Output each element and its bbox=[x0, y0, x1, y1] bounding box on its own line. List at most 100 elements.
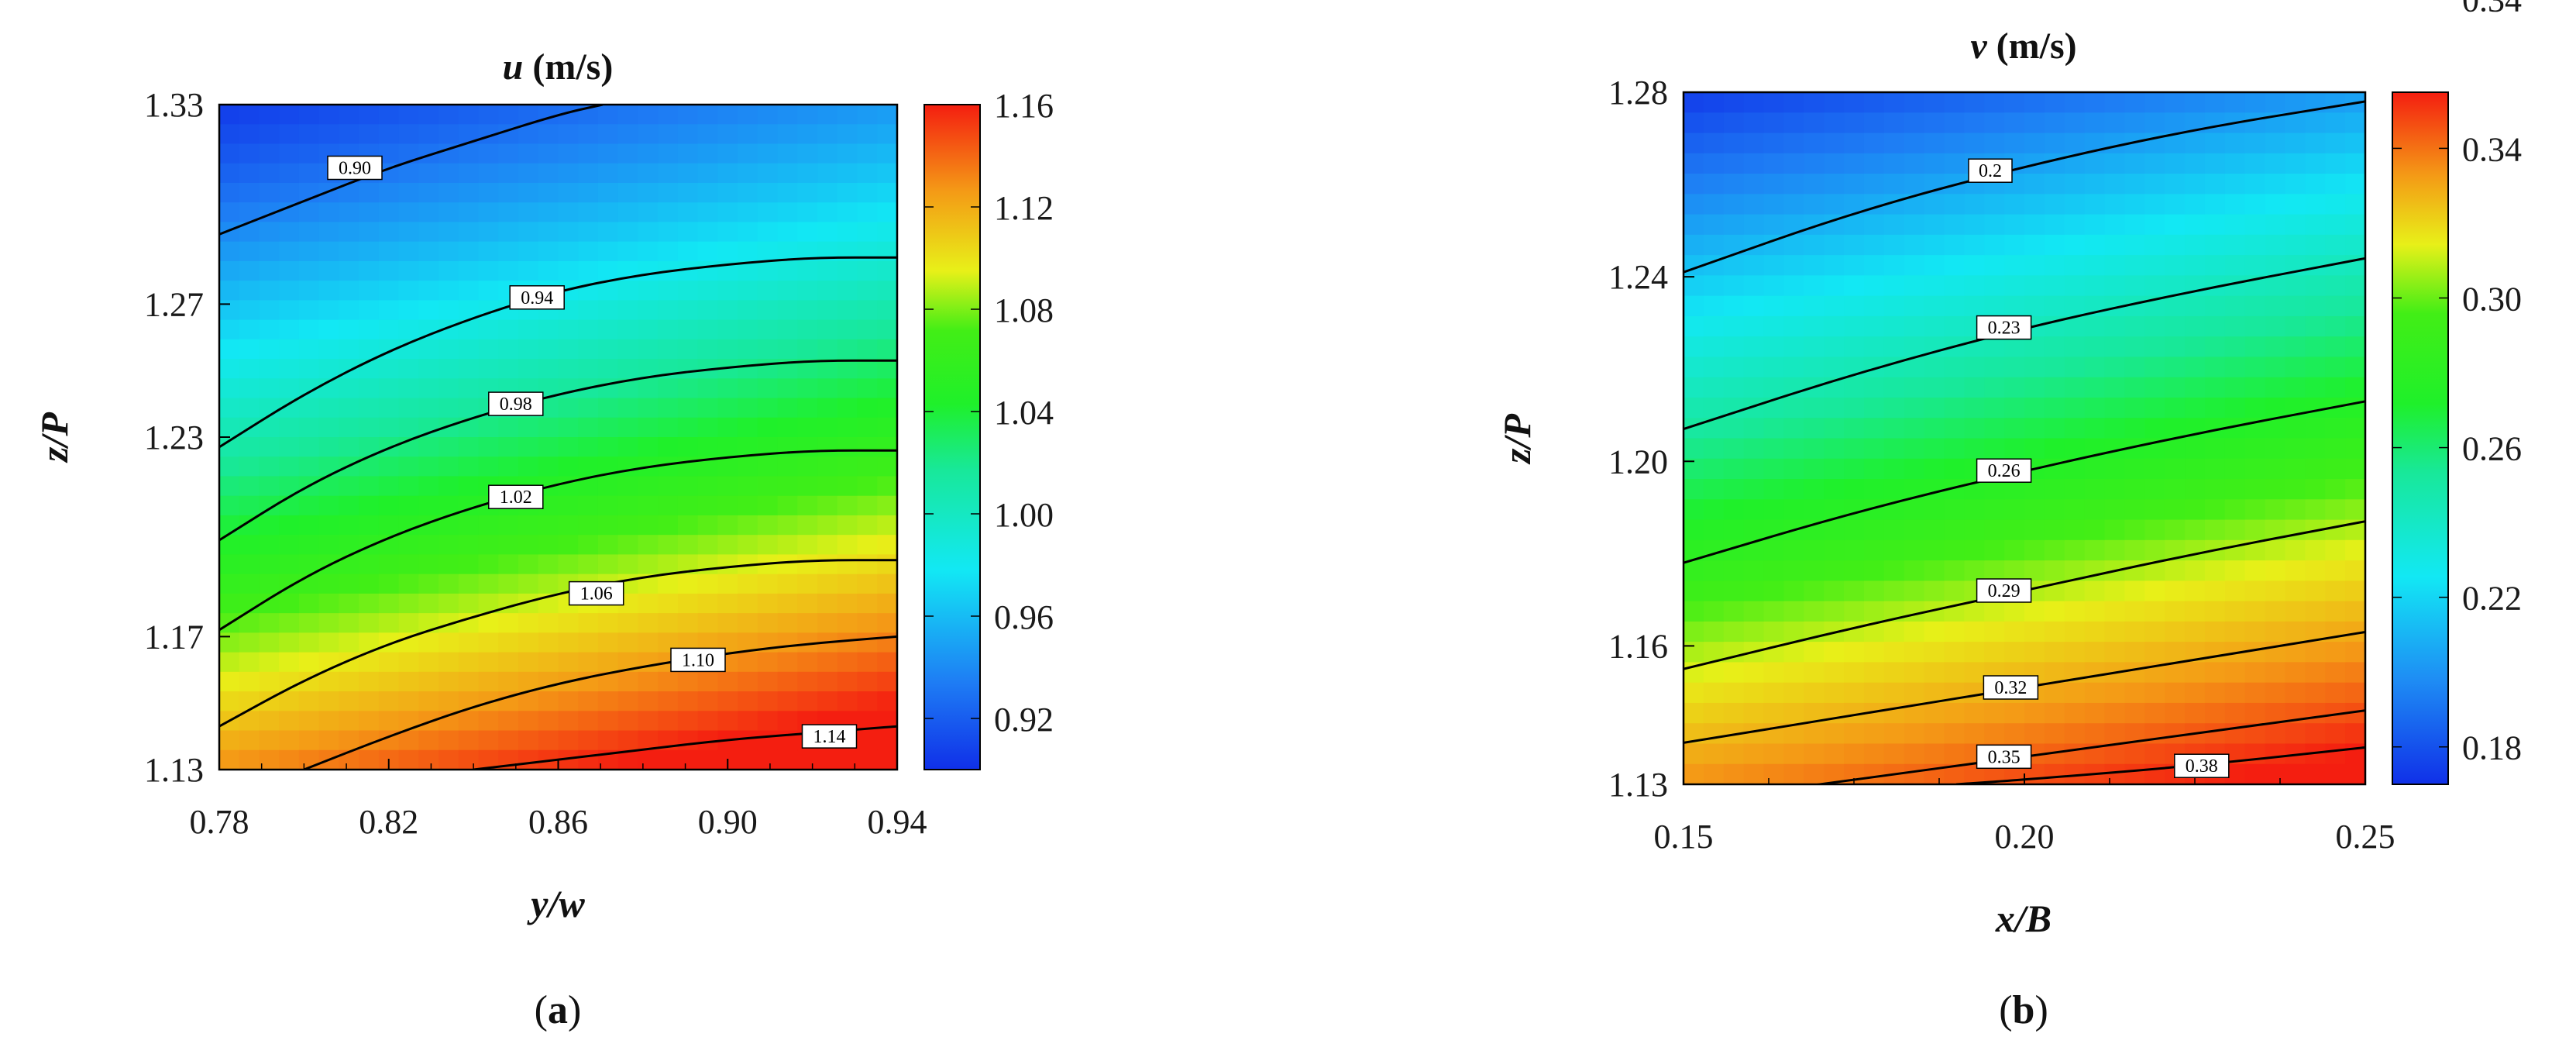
heatmap-cell bbox=[2104, 479, 2126, 501]
heatmap-cell bbox=[1883, 642, 1905, 663]
heatmap-cell bbox=[1804, 275, 1825, 297]
heatmap-cell bbox=[239, 339, 260, 360]
heatmap-cell bbox=[658, 476, 679, 497]
heatmap-cell bbox=[2285, 234, 2306, 256]
heatmap-cell bbox=[1804, 763, 1825, 784]
heatmap-cell bbox=[2165, 255, 2186, 277]
heatmap-cell bbox=[2244, 357, 2266, 378]
heatmap-cell bbox=[877, 398, 897, 419]
contour-label: 0.32 bbox=[1994, 678, 2027, 698]
heatmap-cell bbox=[2024, 642, 2045, 663]
heatmap-cell bbox=[239, 105, 260, 126]
heatmap-cell bbox=[538, 222, 559, 243]
heatmap-cell bbox=[597, 730, 619, 751]
heatmap-cell bbox=[2345, 662, 2365, 684]
heatmap-cell bbox=[2265, 194, 2286, 215]
heatmap-cell bbox=[219, 359, 240, 380]
heatmap-cell bbox=[259, 241, 280, 262]
heatmap-cell bbox=[2325, 723, 2346, 745]
contour-label: 0.2 bbox=[1979, 161, 2002, 181]
heatmap-cell bbox=[2305, 133, 2327, 154]
heatmap-cell bbox=[239, 143, 260, 164]
heatmap-cell bbox=[777, 671, 799, 692]
heatmap-cell bbox=[1723, 519, 1745, 541]
heatmap-cell bbox=[359, 535, 380, 556]
heatmap-cell bbox=[1924, 112, 1945, 134]
heatmap-cell bbox=[837, 456, 858, 477]
heatmap-cell bbox=[239, 281, 260, 301]
heatmap-cell bbox=[2104, 377, 2126, 398]
heatmap-cell bbox=[339, 495, 359, 516]
heatmap-cell bbox=[2165, 295, 2186, 317]
heatmap-cell bbox=[1804, 499, 1825, 521]
heatmap-cell bbox=[339, 378, 359, 399]
heatmap-cell bbox=[2084, 499, 2106, 521]
heatmap-cell bbox=[857, 222, 879, 243]
heatmap-cell bbox=[458, 711, 480, 732]
heatmap-cell bbox=[1964, 275, 1986, 297]
heatmap-cell bbox=[2265, 255, 2286, 277]
heatmap-cell bbox=[1804, 560, 1825, 582]
heatmap-cell bbox=[1924, 723, 1945, 745]
heatmap-cell bbox=[738, 535, 758, 556]
heatmap-cell bbox=[1743, 315, 1765, 337]
heatmap-cell bbox=[717, 691, 738, 712]
heatmap-cell bbox=[418, 202, 439, 223]
heatmap-cell bbox=[1723, 112, 1745, 134]
heatmap-cell bbox=[1763, 560, 1785, 582]
heatmap-cell bbox=[757, 260, 779, 281]
x-tick-label: 0.25 bbox=[2336, 818, 2395, 856]
heatmap-cell bbox=[1904, 255, 1925, 277]
heatmap-cell bbox=[837, 515, 858, 536]
heatmap-cell bbox=[1944, 357, 1966, 378]
heatmap-cell bbox=[2325, 112, 2346, 134]
heatmap-cell bbox=[518, 319, 539, 340]
heatmap-cell bbox=[2084, 174, 2106, 195]
heatmap-cell bbox=[1783, 763, 1805, 784]
heatmap-cell bbox=[2144, 357, 2165, 378]
heatmap-cell bbox=[877, 613, 897, 634]
heatmap-cell bbox=[318, 730, 340, 751]
heatmap-cell bbox=[2285, 315, 2306, 337]
heatmap-cell bbox=[2285, 458, 2306, 480]
heatmap-cell bbox=[298, 574, 320, 594]
heatmap-cell bbox=[857, 163, 879, 184]
heatmap-cell bbox=[398, 359, 420, 380]
heatmap-cell bbox=[1863, 315, 1885, 337]
heatmap-cell bbox=[1883, 377, 1905, 398]
heatmap-cell bbox=[697, 749, 719, 770]
heatmap-cell bbox=[797, 495, 818, 516]
heatmap-cell bbox=[1984, 295, 2005, 317]
heatmap-cell bbox=[538, 515, 559, 536]
heatmap-cell bbox=[837, 359, 858, 380]
heatmap-cell bbox=[318, 691, 340, 712]
heatmap-cell bbox=[717, 671, 738, 692]
heatmap-cell bbox=[2044, 621, 2065, 642]
panel-a-heatmap bbox=[219, 105, 897, 770]
heatmap-cell bbox=[359, 417, 380, 438]
heatmap-cell bbox=[857, 515, 879, 536]
heatmap-cell bbox=[2345, 174, 2365, 195]
heatmap-cell bbox=[677, 593, 699, 614]
heatmap-cell bbox=[1984, 194, 2005, 215]
heatmap-cell bbox=[398, 495, 420, 516]
heatmap-cell bbox=[239, 182, 260, 203]
heatmap-cell bbox=[318, 339, 340, 360]
heatmap-cell bbox=[2004, 621, 2025, 642]
heatmap-cell bbox=[1883, 662, 1905, 684]
heatmap-cell bbox=[2165, 621, 2186, 642]
heatmap-cell bbox=[239, 495, 260, 516]
heatmap-cell bbox=[1944, 458, 1966, 480]
heatmap-cell bbox=[1984, 621, 2005, 642]
heatmap-cell bbox=[2165, 397, 2186, 419]
heatmap-cell bbox=[1824, 702, 1845, 724]
heatmap-cell bbox=[2325, 336, 2346, 358]
contour-label: 1.06 bbox=[580, 584, 613, 605]
heatmap-cell bbox=[2104, 214, 2126, 236]
heatmap-cell bbox=[2204, 479, 2226, 501]
panel-a-title: u (m/s) bbox=[503, 47, 614, 88]
heatmap-cell bbox=[1804, 295, 1825, 317]
heatmap-cell bbox=[1824, 642, 1845, 663]
heatmap-cell bbox=[2244, 234, 2266, 256]
